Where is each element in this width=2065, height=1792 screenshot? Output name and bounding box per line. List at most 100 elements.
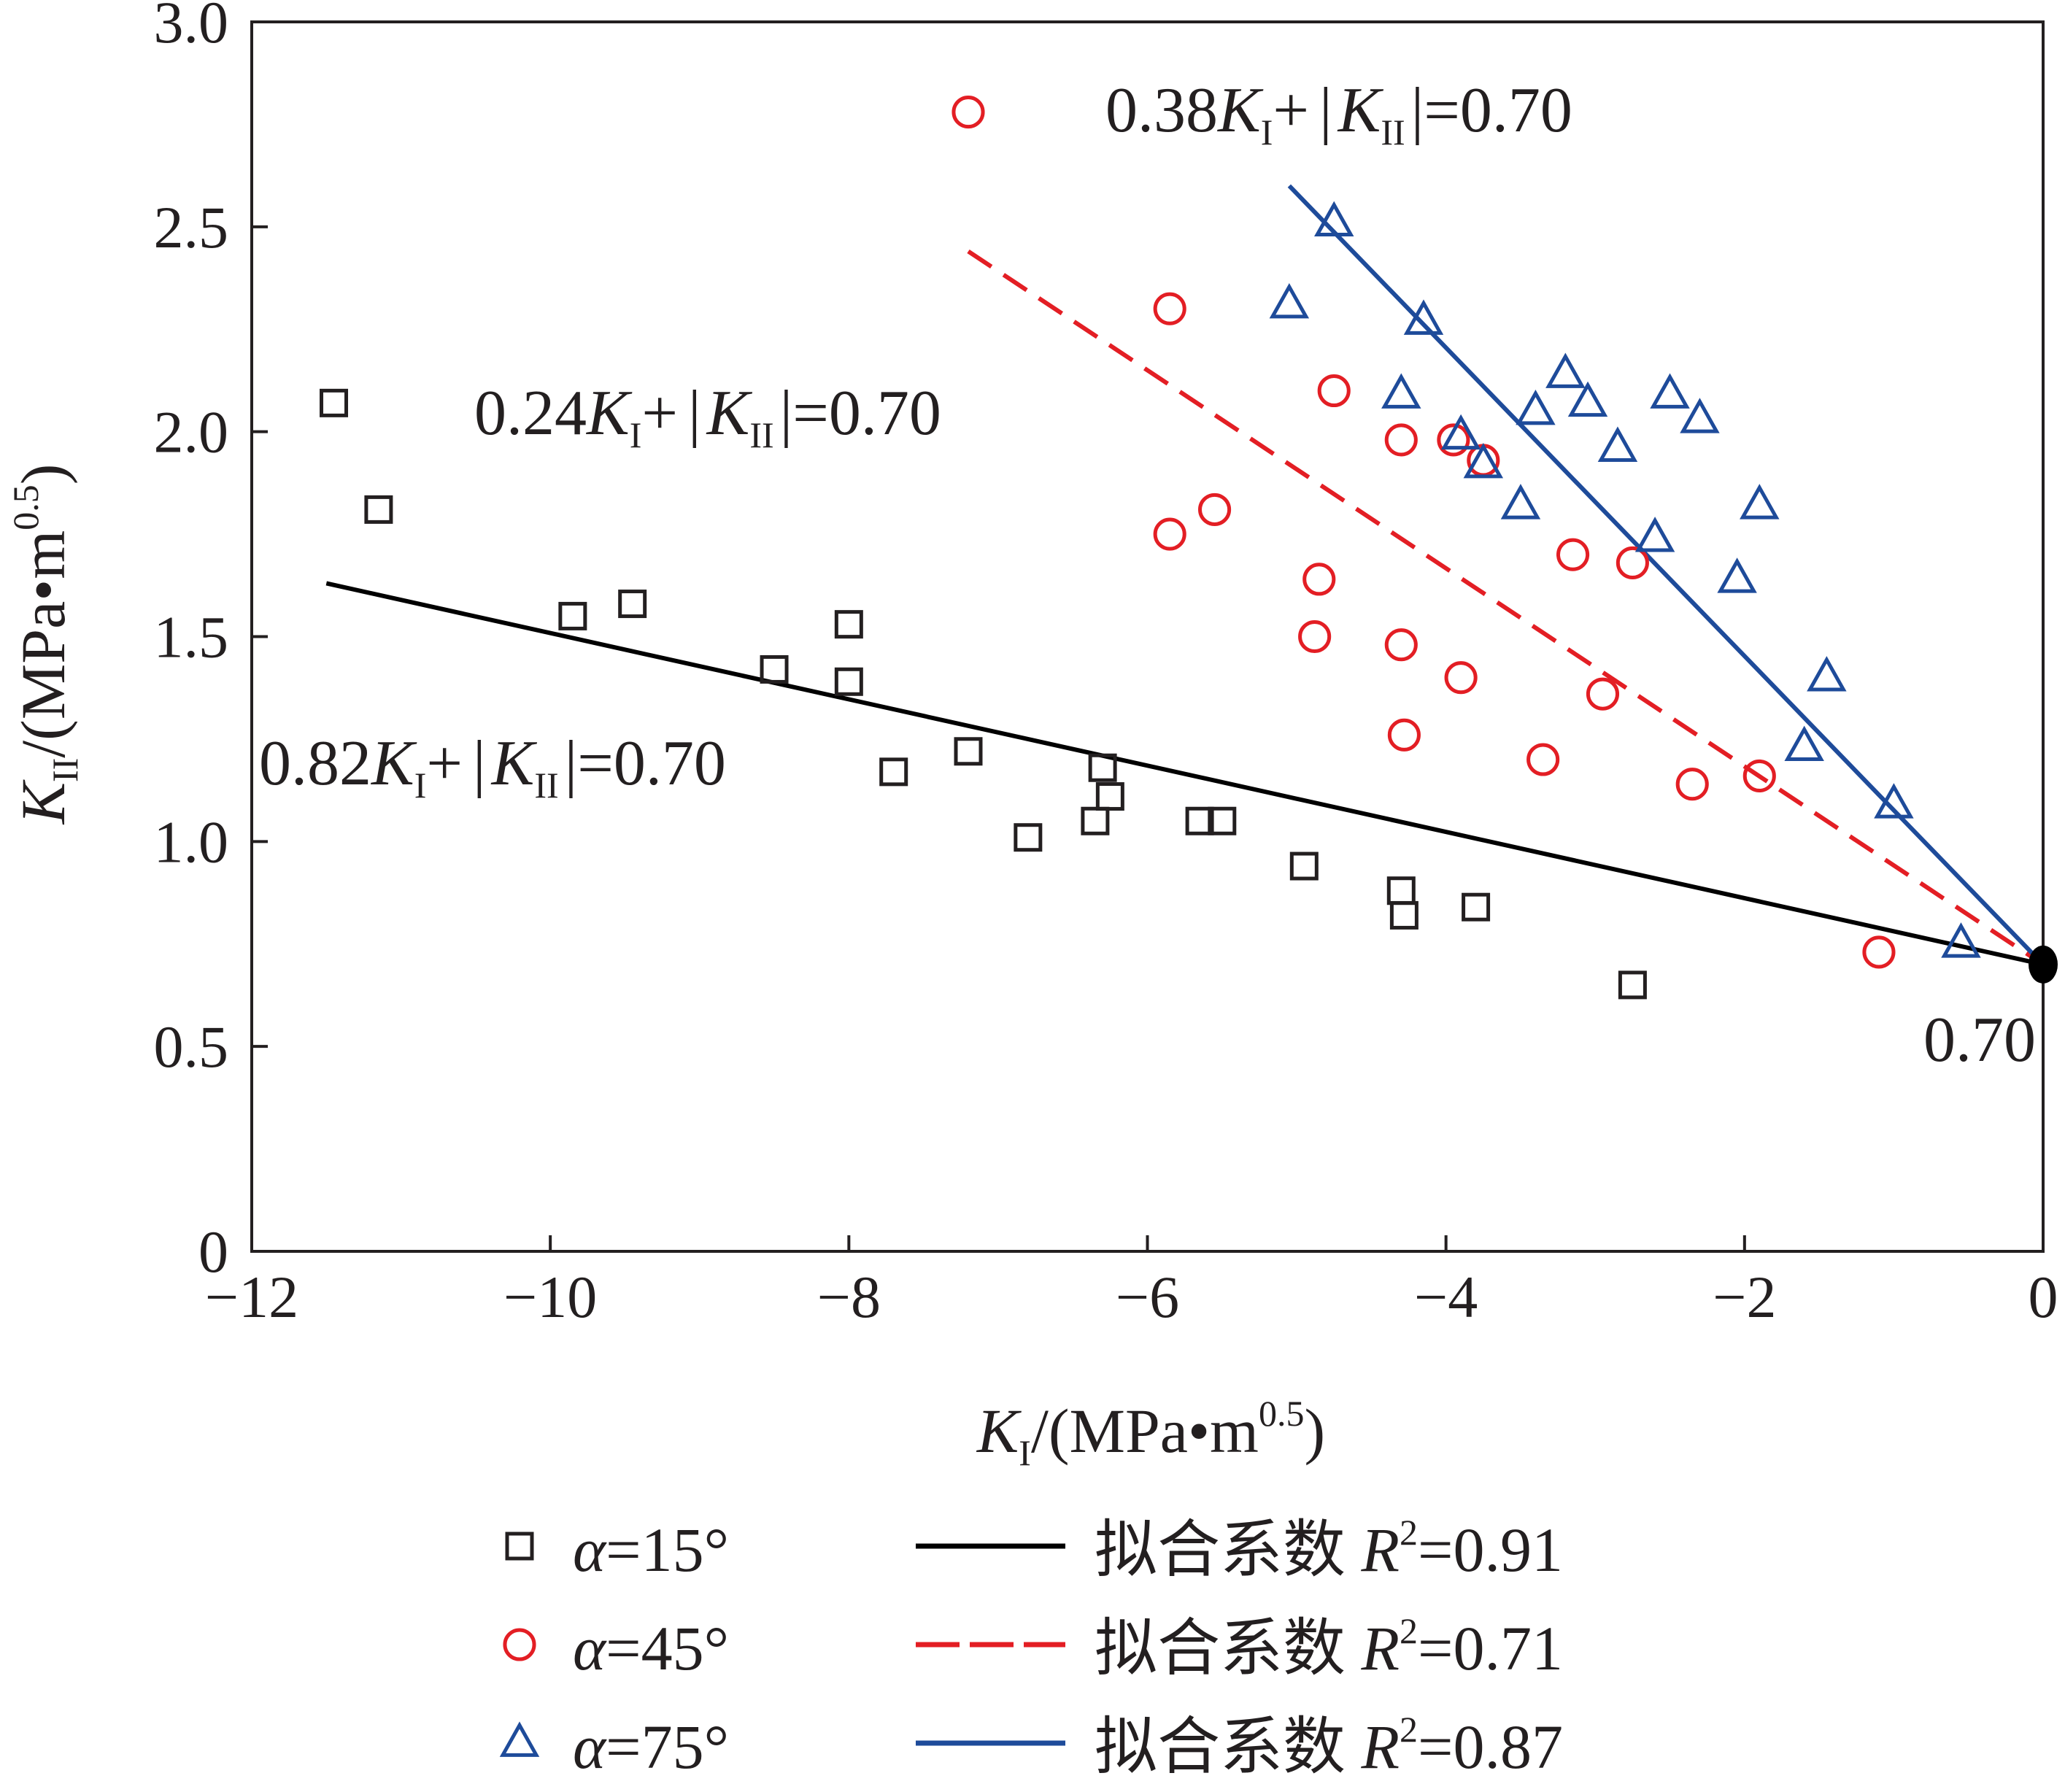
y-tick-label: 1.5 — [154, 604, 229, 671]
intercept-label: 0.70 — [1923, 1005, 2036, 1075]
series-1-point — [320, 388, 349, 417]
series-2-point — [1298, 619, 1332, 654]
legend-label-2: α=45° — [573, 1613, 729, 1683]
series-3-point — [1381, 373, 1421, 409]
series-1-point — [1462, 892, 1491, 922]
series-2-point — [1317, 374, 1351, 408]
fit-equation-plus: + — [1273, 75, 1309, 146]
fit-equation-var: K — [1337, 75, 1384, 146]
series-1-point — [879, 757, 908, 787]
legend-alpha: α — [573, 1515, 607, 1585]
series-3-point — [1941, 922, 1981, 958]
series-3-point — [1567, 381, 1608, 417]
series-2-point — [1153, 517, 1186, 551]
y-tick-label: 2.5 — [154, 194, 229, 260]
fit-equation-value: =0.70 — [577, 728, 726, 799]
series-2-point — [1387, 718, 1421, 752]
legend-marker-1 — [505, 1532, 534, 1561]
legend-marker-3 — [499, 1721, 540, 1757]
legend-value: =75° — [606, 1712, 729, 1782]
series-3-point — [1874, 783, 1914, 819]
x-tick-label: −2 — [1713, 1264, 1776, 1330]
legend-fit-label-3: 拟合系数 R2=0.87 — [1095, 1709, 1563, 1782]
series-1-point — [1289, 851, 1319, 881]
legend-fit-exp: 2 — [1400, 1709, 1418, 1750]
fit-line-2 — [967, 250, 2045, 967]
fit-equation-coef: 0.38 — [1105, 75, 1218, 146]
series-1-point — [558, 601, 587, 630]
y-axis-title-exp: 0.5 — [5, 484, 46, 530]
y-tick-label: 0 — [198, 1219, 228, 1285]
series-2-point — [1384, 423, 1418, 457]
legend-fit-prefix: 拟合系数 — [1095, 1613, 1362, 1683]
series-3-point — [1403, 299, 1444, 335]
series-1-point — [760, 654, 789, 684]
fit-equation-bar: | — [688, 378, 701, 449]
series-1-point — [364, 495, 393, 524]
fit-equation-var: K — [706, 378, 753, 449]
y-axis-title: KII/(MPa•m0.5) — [5, 464, 85, 826]
plot-border — [250, 20, 2045, 1253]
series-2-point — [1384, 628, 1418, 662]
fit-equation-3: 0.82KI+ |KII|=0.70 — [259, 728, 726, 806]
legend-fit-var: R — [1361, 1613, 1400, 1683]
legend-fit-value: =0.87 — [1418, 1712, 1563, 1782]
fit-line-1 — [325, 581, 2044, 967]
legend-fit-exp: 2 — [1400, 1512, 1418, 1553]
y-tick-label: 3.0 — [154, 0, 229, 55]
fit-equation-coef: 0.82 — [259, 728, 371, 799]
series-3-point — [1717, 557, 1757, 593]
data-markers — [320, 96, 1981, 1000]
x-axis-title-var: K — [976, 1396, 1022, 1466]
series-1-point — [954, 737, 983, 766]
fit-equation-var: K — [1216, 75, 1264, 146]
legend-fit-label-2: 拟合系数 R2=0.71 — [1095, 1610, 1563, 1683]
legend-alpha: α — [573, 1712, 607, 1782]
series-1-point — [618, 590, 647, 619]
fit-equations: 0.38KI+ |KII|=0.700.24KI+ |KII|=0.700.82KI… — [259, 75, 1572, 806]
series-3-point — [1314, 201, 1354, 237]
series-2-point — [1198, 493, 1232, 526]
fit-equation-bar: | — [473, 728, 486, 799]
x-axis: −12 −10 −8 −6 −4 −2 0 KI/(MPa•m0.5) — [205, 1235, 2058, 1473]
fit-equation-sub: II — [534, 765, 558, 806]
series-2-point — [1153, 292, 1186, 325]
intercept-point — [2029, 945, 2058, 984]
series-3-point — [1463, 443, 1504, 479]
series-2-point — [1586, 677, 1620, 711]
x-tick-label: −12 — [205, 1264, 298, 1330]
fit-line-3 — [1287, 184, 2045, 966]
legend-alpha: α — [573, 1613, 607, 1683]
fit-equation-bar: | — [565, 728, 578, 799]
series-2-point — [1675, 768, 1709, 801]
x-axis-title-unit: /(MPa•m — [1031, 1396, 1259, 1466]
y-axis-title-var: K — [8, 779, 78, 825]
series-1-point — [1088, 753, 1117, 782]
legend-fit-label-1: 拟合系数 R2=0.91 — [1095, 1512, 1563, 1585]
legend-label-3: α=75° — [573, 1712, 729, 1782]
fit-equation-var: K — [585, 378, 633, 449]
series-3-point — [1680, 398, 1720, 433]
series-3-point — [1807, 656, 1847, 692]
series-2-point — [1556, 538, 1590, 571]
series-1-point — [1389, 900, 1419, 930]
legend-fit-prefix: 拟合系数 — [1095, 1712, 1362, 1782]
intercept-marker: 0.70 — [1923, 945, 2058, 1075]
fit-equation-value: =0.70 — [792, 378, 941, 449]
fit-equation-plus: + — [426, 728, 463, 799]
x-tick-label: −8 — [817, 1264, 881, 1330]
legend-label-1: α=15° — [573, 1515, 729, 1585]
fit-equation-2: 0.24KI+ |KII|=0.70 — [474, 378, 941, 455]
x-tick-label: −4 — [1414, 1264, 1478, 1330]
legend-marker-2 — [503, 1628, 536, 1661]
series-1-point — [1185, 806, 1214, 835]
series-1-point — [1014, 823, 1043, 852]
legend-fit-value: =0.71 — [1418, 1613, 1563, 1683]
x-tick-label: −10 — [503, 1264, 597, 1330]
series-1-point — [1618, 970, 1647, 1000]
series-3-point — [1500, 484, 1541, 520]
x-tick-label: −6 — [1116, 1264, 1179, 1330]
series-2-point — [1437, 423, 1470, 457]
